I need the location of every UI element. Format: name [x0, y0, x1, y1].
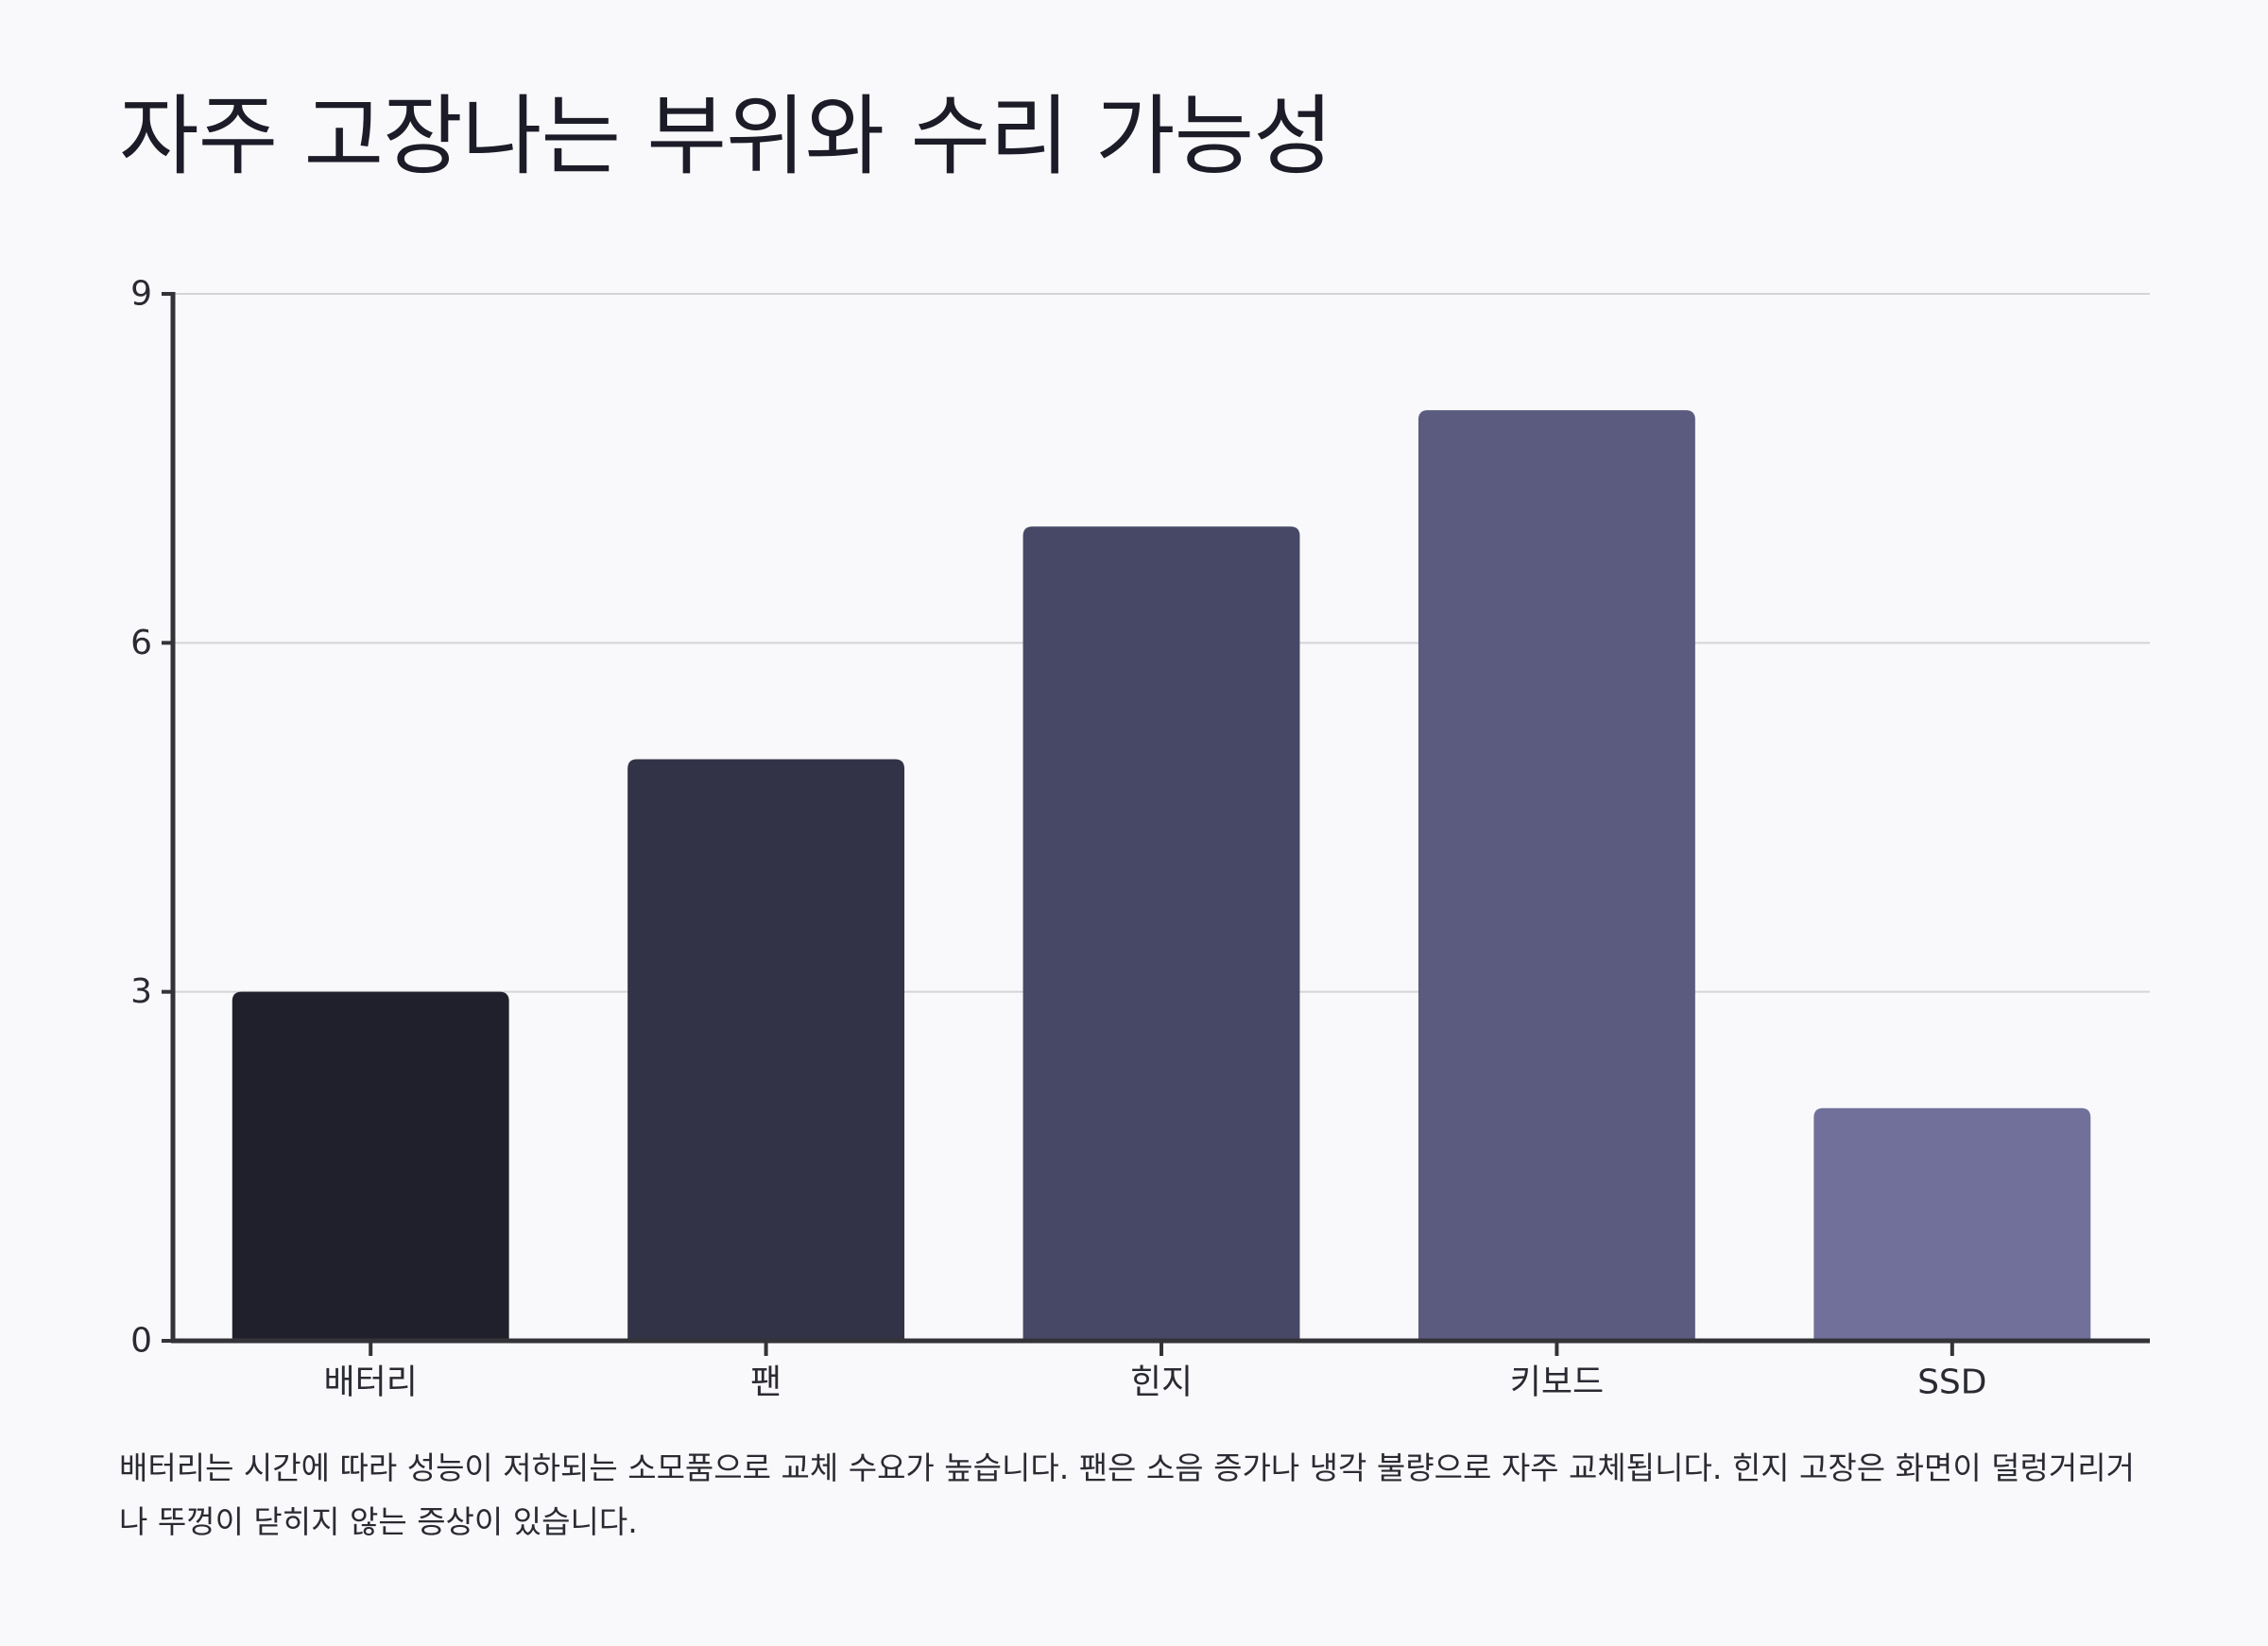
bar: [1418, 410, 1695, 1342]
bar: [232, 991, 509, 1341]
x-tick-label: SSD: [1917, 1363, 1986, 1402]
bar: [1813, 1107, 2091, 1341]
axes: [162, 292, 2150, 1356]
y-tick-label: 9: [130, 275, 152, 314]
tick-labels: 0 3 6 9 배터리 팬 힌지 키보드 SSD: [130, 275, 1986, 1402]
chart-title: 자주 고장나는 부위와 수리 가능성: [119, 86, 1333, 187]
x-tick-label: 힌지: [1130, 1363, 1193, 1402]
y-tick-label: 0: [130, 1322, 152, 1361]
x-tick-label: 키보드: [1510, 1363, 1604, 1402]
x-tick-label: 팬: [750, 1363, 782, 1402]
y-tick-label: 3: [130, 972, 152, 1011]
chart-caption: 배터리는 시간에 따라 성능이 저하되는 소모품으로 교체 수요가 높습니다. …: [119, 1449, 2135, 1540]
bar: [1022, 526, 1300, 1341]
bars: [232, 410, 2091, 1342]
bar-chart: 0 3 6 9 배터리 팬 힌지 키보드 SSD: [130, 275, 2150, 1402]
bar: [627, 759, 905, 1341]
y-tick-label: 6: [130, 624, 152, 662]
x-tick-label: 배터리: [324, 1363, 418, 1402]
